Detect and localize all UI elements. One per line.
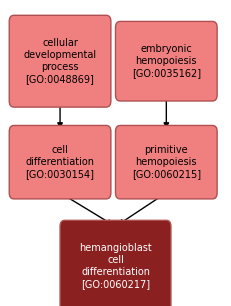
Text: cell
differentiation
[GO:0030154]: cell differentiation [GO:0030154]	[26, 145, 94, 179]
FancyBboxPatch shape	[116, 125, 217, 199]
Text: primitive
hemopoiesis
[GO:0060215]: primitive hemopoiesis [GO:0060215]	[132, 145, 201, 179]
Text: hemangioblast
cell
differentiation
[GO:0060217]: hemangioblast cell differentiation [GO:0…	[79, 243, 152, 289]
FancyBboxPatch shape	[9, 125, 111, 199]
Text: cellular
developmental
process
[GO:0048869]: cellular developmental process [GO:00488…	[24, 38, 97, 84]
Text: embryonic
hemopoiesis
[GO:0035162]: embryonic hemopoiesis [GO:0035162]	[132, 44, 201, 78]
FancyBboxPatch shape	[9, 15, 111, 107]
FancyBboxPatch shape	[116, 21, 217, 101]
FancyBboxPatch shape	[60, 220, 171, 306]
